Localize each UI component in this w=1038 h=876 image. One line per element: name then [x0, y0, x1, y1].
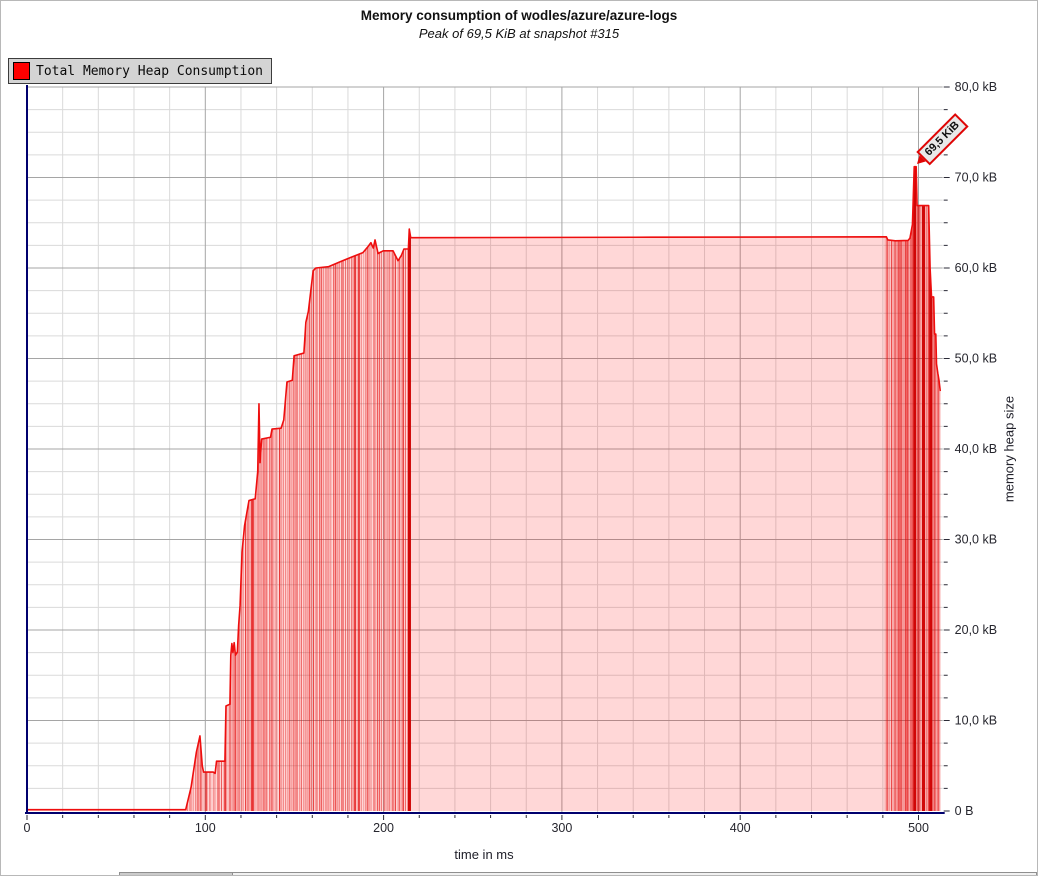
- x-tick-label: 400: [730, 821, 751, 835]
- y-tick-label: 10,0 kB: [955, 714, 997, 728]
- x-tick-label: 100: [195, 821, 216, 835]
- y-axis-title: memory heap size: [1001, 395, 1017, 503]
- y-tick-label: 80,0 kB: [955, 80, 997, 94]
- y-tick-label: 70,0 kB: [955, 171, 997, 185]
- grid-major: [27, 86, 943, 812]
- snapshot-table-header-cell: [119, 872, 233, 875]
- legend[interactable]: Total Memory Heap Consumption: [8, 58, 272, 84]
- y-tick-labels: 0 B 10,0 kB 20,0 kB 30,0 kB 40,0 kB 50,0 kB 60…: [955, 80, 997, 818]
- snapshot-table-partial[interactable]: [119, 872, 1037, 875]
- series-area-fill: [27, 166, 941, 811]
- x-tick-label: 300: [551, 821, 572, 835]
- x-tick-labels: 0 100 200 300 400 500: [24, 821, 929, 835]
- y-tick-label: 30,0 kB: [955, 533, 997, 547]
- y-tick-label: 0 B: [955, 804, 974, 818]
- x-tick-label: 0: [24, 821, 31, 835]
- y-axis-ticks: [943, 86, 950, 812]
- y-tick-label: 50,0 kB: [955, 352, 997, 366]
- x-tick-label: 200: [373, 821, 394, 835]
- y-tick-label: 40,0 kB: [955, 442, 997, 456]
- axes: [25, 85, 945, 814]
- legend-series-label: Total Memory Heap Consumption: [36, 63, 263, 79]
- y-tick-label: 60,0 kB: [955, 261, 997, 275]
- x-axis-ticks: [26, 815, 919, 820]
- snapshot-table-body-cell: [233, 872, 1037, 875]
- legend-color-swatch: [13, 62, 30, 80]
- x-axis-title: time in ms: [454, 847, 514, 862]
- series-envelope-line: [27, 165, 942, 811]
- y-tick-label: 20,0 kB: [955, 623, 997, 637]
- x-tick-label: 500: [908, 821, 929, 835]
